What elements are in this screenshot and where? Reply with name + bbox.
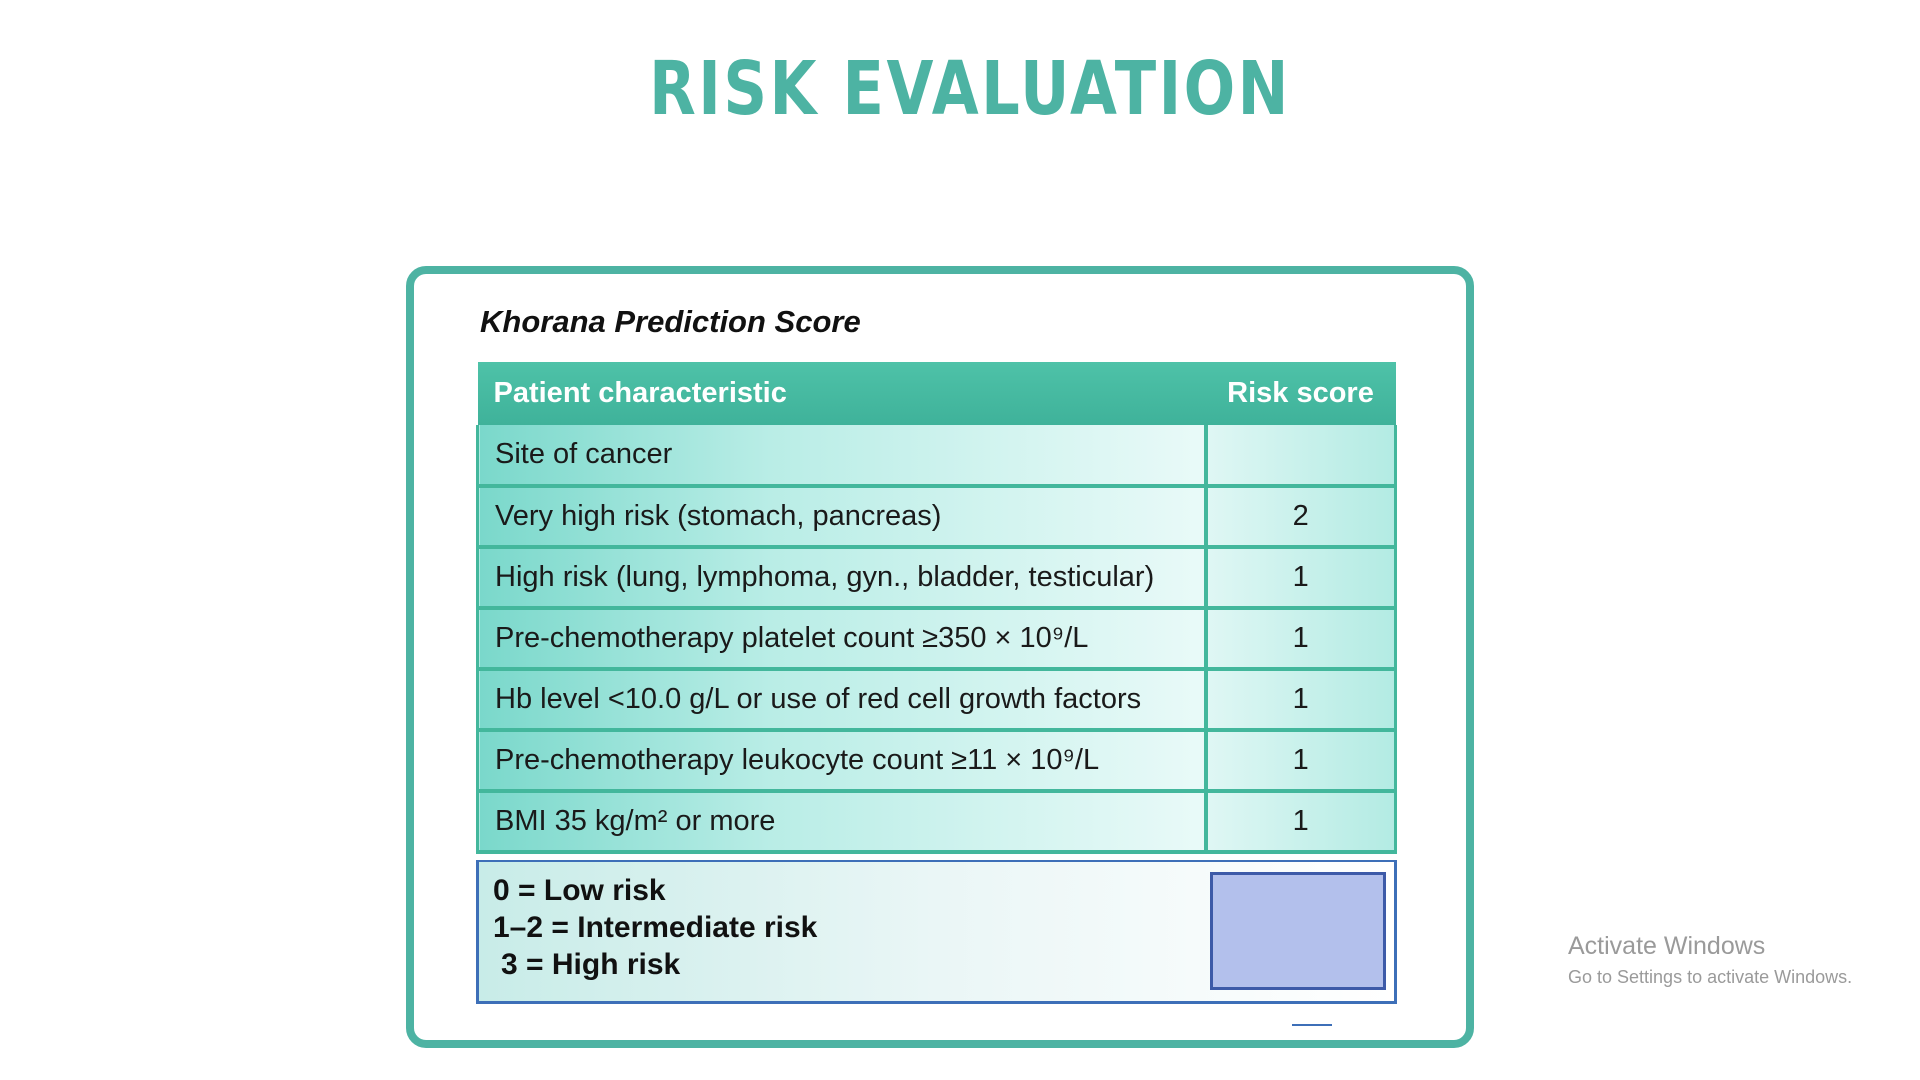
table-row: Very high risk (stomach, pancreas) 2 <box>476 486 1397 549</box>
legend-low-risk: 0 = Low risk <box>493 874 666 907</box>
row-score: 2 <box>1203 486 1397 549</box>
table-row: Pre-chemotherapy platelet count ≥350 × 1… <box>476 608 1397 671</box>
row-score: 1 <box>1203 791 1397 854</box>
row-characteristic: Site of cancer <box>476 425 1206 488</box>
khorana-score-table: Patient characteristic Risk score Site o… <box>476 362 1397 854</box>
row-characteristic: High risk (lung, lymphoma, gyn., bladder… <box>476 547 1206 610</box>
figure-frame: Khorana Prediction Score Patient charact… <box>406 266 1474 1048</box>
row-score: 1 <box>1203 669 1397 732</box>
legend-score-box <box>1210 872 1386 990</box>
row-characteristic: Pre-chemotherapy platelet count ≥350 × 1… <box>476 608 1206 671</box>
legend-high-risk: 3 = High risk <box>501 948 681 981</box>
table-row: Site of cancer <box>476 425 1397 488</box>
column-header-characteristic: Patient characteristic <box>477 362 1206 425</box>
row-characteristic: Very high risk (stomach, pancreas) <box>476 486 1206 549</box>
activation-watermark: Activate Windows Go to Settings to activ… <box>1568 932 1852 988</box>
underline-mark <box>1292 1024 1332 1026</box>
table-row: Hb level <10.0 g/L or use of red cell gr… <box>476 669 1397 732</box>
row-characteristic: Pre-chemotherapy leukocyte count ≥11 × 1… <box>476 730 1206 793</box>
row-score <box>1203 425 1397 488</box>
table-row: Pre-chemotherapy leukocyte count ≥11 × 1… <box>476 730 1397 793</box>
table-row: BMI 35 kg/m² or more 1 <box>476 791 1397 854</box>
page-title: RISK EVALUATION <box>649 46 1291 132</box>
legend-lines: 0 = Low risk 1–2 = Intermediate risk 3 =… <box>493 872 817 983</box>
column-header-score: Risk score <box>1205 362 1396 425</box>
risk-legend: 0 = Low risk 1–2 = Intermediate risk 3 =… <box>476 860 1397 1004</box>
row-characteristic: Hb level <10.0 g/L or use of red cell gr… <box>476 669 1206 732</box>
table-row: High risk (lung, lymphoma, gyn., bladder… <box>476 547 1397 610</box>
watermark-title: Activate Windows <box>1568 932 1766 960</box>
row-score: 1 <box>1203 730 1397 793</box>
watermark-subtitle: Go to Settings to activate Windows. <box>1568 967 1853 987</box>
table-heading: Khorana Prediction Score <box>480 304 861 339</box>
row-score: 1 <box>1203 608 1397 671</box>
table-header-row: Patient characteristic Risk score <box>477 362 1396 425</box>
legend-intermediate-risk: 1–2 = Intermediate risk <box>493 911 818 944</box>
row-score: 1 <box>1203 547 1397 610</box>
row-characteristic: BMI 35 kg/m² or more <box>476 791 1206 854</box>
